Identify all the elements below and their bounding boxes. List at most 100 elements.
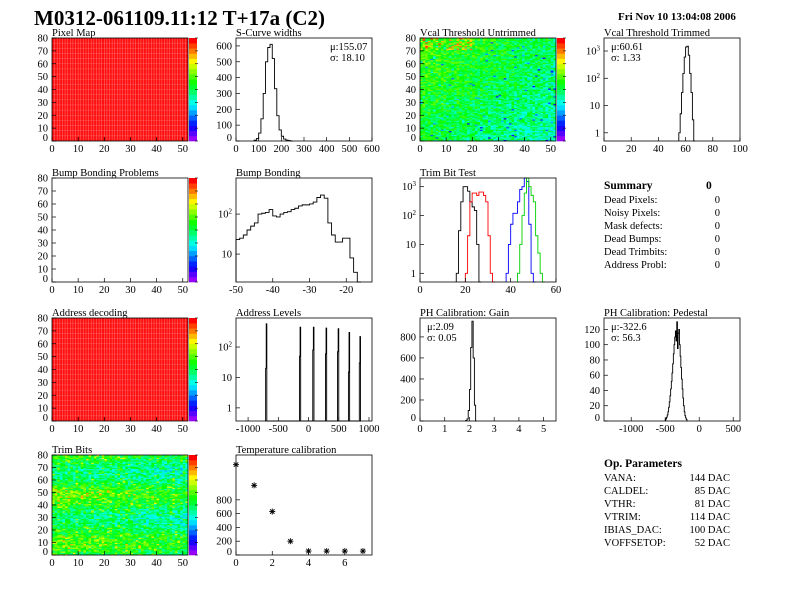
- row-label: Address Probl:: [604, 260, 667, 271]
- x-tick-label: -40: [266, 285, 280, 296]
- plot-frame: [603, 317, 741, 422]
- y-tick-label: 70: [38, 326, 49, 337]
- x-tick-label: 0: [233, 144, 238, 155]
- x-tick-label: 40: [151, 424, 162, 435]
- x-tick-label: 20: [99, 285, 110, 296]
- x-tick-label: 500: [725, 424, 741, 435]
- x-tick-label: 100: [251, 144, 267, 155]
- y-tick-label: 10: [38, 538, 49, 549]
- y-tick-label: 600: [216, 41, 232, 52]
- x-tick-label: 50: [178, 558, 189, 569]
- x-tick-label: 1: [442, 424, 447, 435]
- y-tick-label: 102: [218, 341, 233, 354]
- x-tick-label: 30: [125, 424, 136, 435]
- stat-label: μ:60.61: [611, 42, 643, 53]
- row-value: 0: [715, 221, 720, 232]
- x-tick-label: 10: [73, 558, 84, 569]
- histogram-series-0: [678, 45, 696, 142]
- x-tick-label: -500: [269, 424, 288, 435]
- x-tick-label: 0: [49, 558, 54, 569]
- panel-title: Trim Bits: [52, 445, 92, 456]
- y-tick-label: 800: [216, 495, 232, 506]
- histogram-series-0: [664, 321, 688, 422]
- panel-title: Address Levels: [236, 308, 301, 319]
- row-value: 0: [715, 247, 720, 258]
- heatmap-cells: [52, 38, 188, 141]
- histogram-series-0: [265, 323, 362, 422]
- y-tick-label: 1: [227, 403, 232, 414]
- plot-frame: [603, 37, 741, 142]
- row-label: IBIAS_DAC:: [604, 525, 662, 536]
- x-tick-label: 2: [270, 558, 275, 569]
- y-tick-label: 100: [584, 340, 600, 351]
- y-tick-label: 40: [38, 501, 49, 512]
- x-tick-label: 0: [417, 144, 422, 155]
- panel-title: S-Curve widths: [236, 28, 302, 39]
- panel-title: Bump Bonding Problems: [52, 168, 159, 179]
- y-tick-label: 10: [222, 373, 233, 384]
- y-tick-label: 80: [38, 451, 49, 462]
- x-tick-label: 50: [178, 144, 189, 155]
- x-tick-label: 60: [680, 144, 691, 155]
- y-tick-label: 40: [38, 226, 49, 237]
- x-tick-label: 50: [178, 285, 189, 296]
- panel-title: Vcal Threshold Untrimmed: [420, 28, 537, 39]
- x-tick-label: 1000: [358, 424, 379, 435]
- x-tick-label: 20: [99, 558, 110, 569]
- x-tick-label: 10: [441, 144, 452, 155]
- y-tick-label: 30: [38, 513, 49, 524]
- y-tick-label: 20: [38, 526, 49, 537]
- x-tick-label: 4: [306, 558, 312, 569]
- row-value: 100 DAC: [689, 525, 730, 536]
- plot-frame: [51, 177, 189, 283]
- x-tick-label: 20: [99, 144, 110, 155]
- y-tick-label: 10: [406, 240, 417, 251]
- y-tick-label: 0: [411, 413, 416, 424]
- ph-calibration-gain-panel: PH Calibration: Gain 0 1 2 3 4 5 0 200 400 600 800 μ…: [400, 308, 557, 435]
- y-tick-label: 100: [216, 121, 232, 132]
- x-tick-label: 40: [505, 285, 516, 296]
- plot-frame: [419, 177, 557, 283]
- trim-bit-test-panel: Trim Bit Test 0 20 40 60 1 10 102 103: [402, 168, 561, 296]
- y-tick-label: 800: [400, 332, 416, 343]
- heatmap-cells: [52, 455, 189, 556]
- y-tick-label: 0: [43, 547, 48, 558]
- x-tick-label: 500: [331, 424, 347, 435]
- x-tick-label: 2: [467, 424, 472, 435]
- y-tick-label: 300: [216, 89, 232, 100]
- y-tick-label: 10: [38, 265, 49, 276]
- row-label: Mask defects:: [604, 221, 663, 232]
- y-tick-label: 30: [38, 239, 49, 250]
- x-tick-label: -1000: [619, 424, 644, 435]
- panel-title: PH Calibration: Gain: [420, 308, 510, 319]
- x-tick-label: 30: [125, 144, 136, 155]
- x-tick-label: 30: [125, 558, 136, 569]
- box-title: Op. Parameters: [604, 458, 682, 470]
- x-tick-label: 10: [73, 424, 84, 435]
- vcal-threshold-trimmed-panel: Vcal Threshold Trimmed 0 20 40 60 80 100 1 10 102…: [586, 28, 748, 155]
- row-value: 52 DAC: [695, 538, 730, 549]
- plot-frame: [235, 177, 373, 283]
- y-tick-label: 50: [38, 72, 49, 83]
- y-tick-label: 102: [218, 208, 233, 221]
- x-tick-label: -1000: [236, 424, 261, 435]
- y-tick-label: 400: [216, 523, 232, 534]
- x-tick-label: 0: [601, 144, 606, 155]
- row-label: VTHR:: [604, 499, 636, 510]
- summary-total: 0: [706, 180, 712, 192]
- row-value: 0: [715, 208, 720, 219]
- y-tick-label: 70: [38, 463, 49, 474]
- histogram-series-0: [455, 186, 482, 283]
- x-tick-label: 600: [364, 144, 380, 155]
- stat-label: σ: 18.10: [330, 53, 365, 64]
- histogram-series-0: [465, 320, 477, 422]
- y-tick-label: 30: [38, 378, 49, 389]
- row-label: Noisy Pixels:: [604, 208, 660, 219]
- stat-label: μ:2.09: [427, 322, 454, 333]
- x-tick-label: 0: [417, 285, 422, 296]
- y-tick-label: 20: [406, 111, 417, 122]
- y-tick-label: 10: [38, 404, 49, 415]
